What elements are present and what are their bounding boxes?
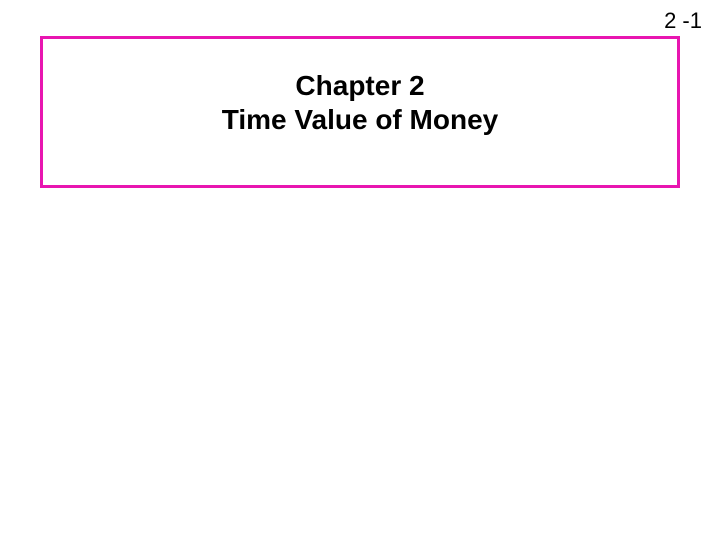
chapter-heading: Chapter 2 xyxy=(295,69,424,103)
title-box: Chapter 2 Time Value of Money xyxy=(40,36,680,188)
page-number: 2 -1 xyxy=(664,8,702,34)
chapter-title: Time Value of Money xyxy=(222,103,498,137)
